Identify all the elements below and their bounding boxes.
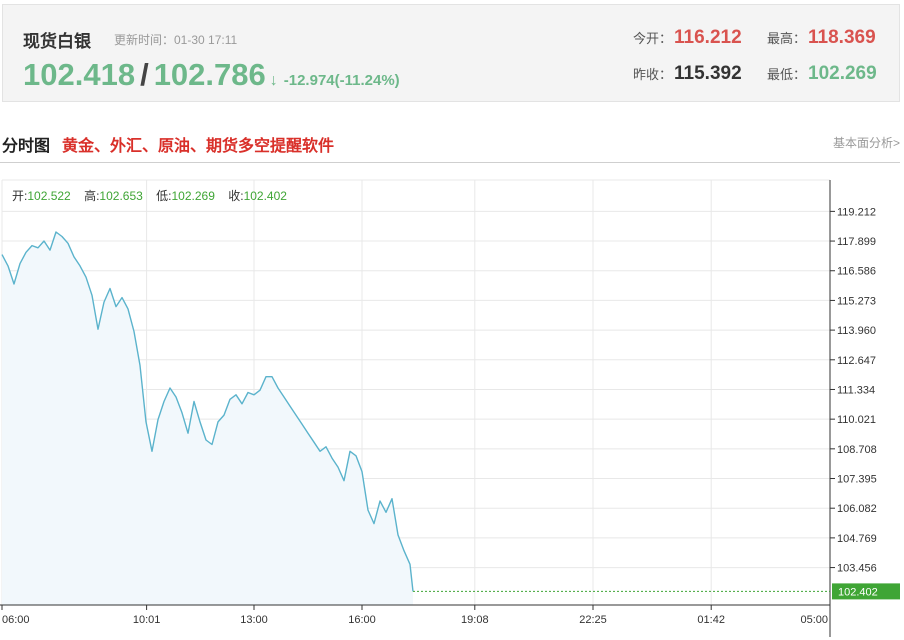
intraday-chart: 119.212 117.899 116.586 115.273 113.960 112.6… (0, 179, 900, 637)
y-tick-label: 116.586 (837, 266, 876, 278)
fundamental-analysis-link[interactable]: 基本面分析> (832, 136, 900, 150)
x-tick-label: 16:00 (348, 614, 376, 626)
stat-high: 最高： 118.369 (767, 27, 876, 49)
y-tick-label: 103.456 (837, 563, 877, 575)
ohlc-close-value: 102.402 (244, 189, 288, 203)
stat-prev-close: 昨收： 115.392 (633, 63, 742, 85)
prev-close-value: 115.392 (674, 63, 742, 84)
high-value: 118.369 (808, 27, 876, 48)
ohlc-high-value: 102.653 (99, 189, 143, 203)
update-time: 更新时间：01-30 17:11 (114, 33, 238, 47)
ohlc-high-label: 高: (84, 188, 99, 203)
high-label: 最高： (767, 31, 807, 46)
y-tick-label: 104.769 (837, 533, 877, 545)
y-tick-label: 107.395 (837, 474, 877, 486)
y-tick-label: 113.960 (837, 325, 876, 337)
open-label: 今开： (633, 31, 673, 46)
x-axis-ticks: 06:00 10:01 13:00 16:00 19:08 22:25 01:42 05:00 (1, 605, 831, 626)
y-tick-label: 119.212 (837, 206, 876, 218)
x-tick-label: 13:00 (240, 614, 268, 626)
last-price-label: 102.402 (838, 586, 878, 598)
ohlc-low-label: 低: (156, 189, 171, 203)
section-header: 分时图 黄金、外汇、原油、期货多空提醒软件 基本面分析> (0, 122, 904, 162)
header-divider (0, 162, 900, 163)
chart-axes (0, 180, 831, 637)
quote-panel: 现货白银 更新时间：01-30 17:11 102.418/102.786 ↓ -1… (2, 4, 900, 102)
y-axis-ticks: 119.212 117.899 116.586 115.273 113.960 112.6… (830, 206, 877, 575)
ohlc-close-label: 收: (228, 189, 243, 203)
ask-price: 102.786 (153, 57, 266, 92)
instrument-name: 现货白银 (23, 32, 91, 51)
y-tick-label: 111.334 (837, 384, 875, 396)
y-tick-label: 110.021 (837, 414, 876, 426)
down-arrow-icon: ↓ (269, 72, 278, 89)
ohlc-readout: 开:102.522 高:102.653 低:102.269 收:102.402 (12, 188, 287, 203)
price-separator: / (140, 57, 149, 92)
x-tick-label: 05:00 (800, 614, 828, 626)
price-line (1, 231, 414, 592)
price-area (2, 232, 413, 605)
section-title: 分时图 (2, 138, 51, 155)
low-value: 102.269 (808, 63, 877, 84)
ohlc-open-label: 开: (12, 189, 27, 203)
y-tick-label: 112.647 (837, 355, 876, 367)
open-value: 116.212 (674, 27, 742, 48)
stat-low: 最低： 102.269 (767, 63, 877, 85)
y-tick-label: 106.082 (837, 503, 877, 515)
last-price-marker: 102.402 (413, 583, 900, 600)
stat-open: 今开： 116.212 (633, 27, 742, 49)
ohlc-open-value: 102.522 (27, 189, 71, 203)
x-tick-label: 10:01 (133, 614, 161, 626)
x-tick-label: 06:00 (2, 614, 30, 626)
prev-close-label: 昨收： (633, 67, 673, 82)
y-tick-label: 108.708 (837, 444, 877, 456)
price-row: 102.418/102.786 ↓ -12.974(-11.24%) (23, 57, 400, 93)
bid-price: 102.418 (23, 57, 136, 92)
price-change: -12.974(-11.24%) (283, 72, 400, 89)
promo-link[interactable]: 黄金、外汇、原油、期货多空提醒软件 (62, 138, 335, 155)
y-tick-label: 117.899 (837, 236, 876, 248)
y-tick-label: 115.273 (837, 295, 876, 307)
x-tick-label: 22:25 (579, 614, 607, 626)
ohlc-low-value: 102.269 (172, 189, 216, 203)
last-price-box (832, 583, 900, 600)
x-tick-label: 01:42 (697, 614, 725, 626)
x-tick-label: 19:08 (461, 614, 489, 626)
low-label: 最低： (767, 67, 807, 82)
